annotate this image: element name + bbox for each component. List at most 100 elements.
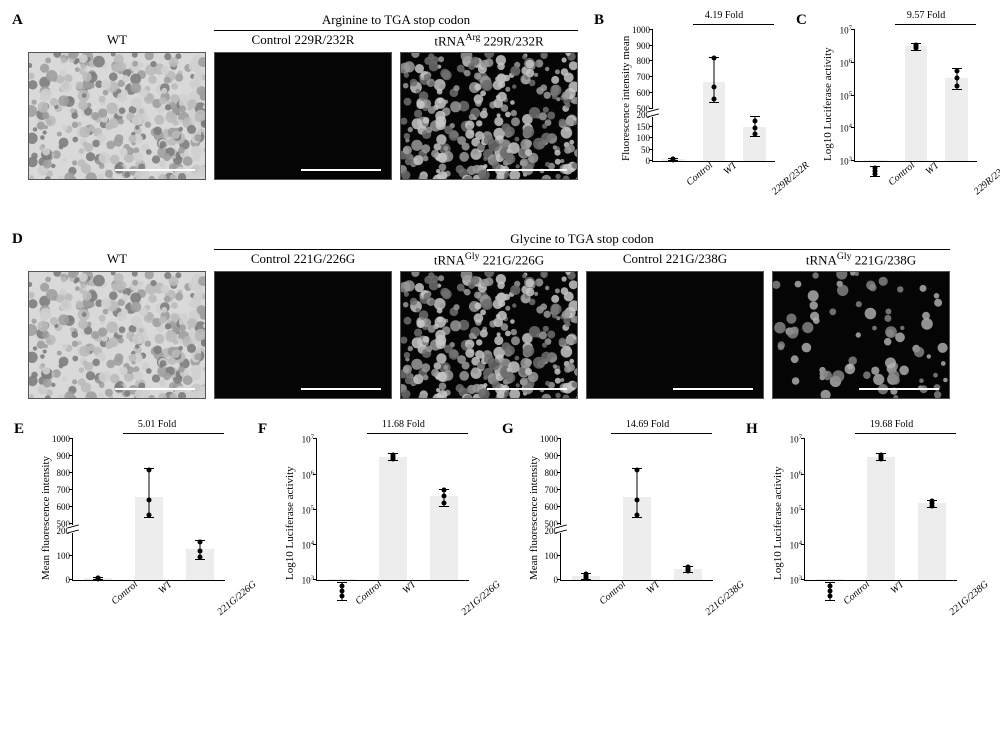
panel-C: C 103104105106107ControlWT229R/232R9.57 …	[796, 12, 982, 209]
y-tick: 103	[790, 575, 805, 586]
bar-chart: 103104105106107ControlWT229R/232R9.57 Fo…	[812, 12, 982, 209]
bar	[918, 503, 946, 580]
data-point	[954, 75, 959, 80]
y-tick: 107	[790, 434, 805, 445]
data-point	[96, 575, 101, 580]
x-label: Control	[685, 160, 716, 188]
y-tick: 50	[641, 145, 653, 155]
y-tick: 107	[840, 25, 855, 36]
data-point	[828, 588, 833, 593]
scale-bar	[487, 388, 567, 390]
fold-label: 5.01 Fold	[138, 419, 176, 430]
data-point	[954, 83, 959, 88]
y-tick: 600	[637, 88, 654, 98]
micrograph	[28, 271, 206, 399]
data-point	[584, 571, 589, 576]
y-tick: 0	[646, 156, 654, 166]
y-tick: 100	[637, 133, 654, 143]
panel-letter-C: C	[796, 12, 812, 209]
data-point	[340, 594, 345, 599]
micrograph-label: WT	[28, 251, 206, 271]
y-tick: 900	[637, 41, 654, 51]
micrograph	[772, 271, 950, 399]
data-point	[712, 84, 717, 89]
data-point	[441, 488, 446, 493]
x-label: WT	[889, 579, 907, 596]
y-axis-label: Log10 Luciferase activity	[822, 47, 834, 161]
y-tick: 600	[545, 502, 562, 512]
scale-bar	[115, 169, 195, 171]
group-title: Arginine to TGA stop codon	[214, 12, 578, 30]
y-axis-label: Log10 Luciferase activity	[284, 467, 296, 581]
y-tick: 103	[302, 575, 317, 586]
y-tick: 700	[545, 485, 562, 495]
x-label: Control	[887, 160, 918, 188]
data-point	[752, 118, 757, 123]
bar-chart: 0501001502005006007008009001000ControlWT…	[610, 12, 780, 209]
micrograph-label: tRNAArg 229R/232R	[400, 32, 578, 52]
fold-label: 14.69 Fold	[626, 419, 669, 430]
data-point	[197, 554, 202, 559]
y-tick: 600	[57, 502, 74, 512]
bar	[430, 496, 458, 581]
x-label: 229R/232R	[972, 160, 1000, 197]
data-point	[391, 453, 396, 458]
fold-label: 11.68 Fold	[382, 419, 425, 430]
y-tick: 106	[790, 469, 805, 480]
x-label: Control	[110, 579, 141, 607]
y-tick: 105	[840, 90, 855, 101]
y-tick: 105	[790, 504, 805, 515]
panel-letter-G: G	[502, 421, 518, 628]
x-label: Control	[842, 579, 873, 607]
data-point	[752, 125, 757, 130]
panel-G: G 01002005006007008009001000ControlWT221…	[502, 421, 718, 628]
bar-chart: 01002005006007008009001000ControlWT221G/…	[518, 421, 718, 628]
y-tick: 150	[637, 122, 654, 132]
data-point	[752, 131, 757, 136]
y-tick: 104	[302, 540, 317, 551]
data-point	[197, 540, 202, 545]
micrograph	[214, 271, 392, 399]
micrograph-label: WT	[28, 32, 206, 52]
data-point	[873, 165, 878, 170]
panel-A: A Arginine to TGA stop codonWTControl 22…	[12, 12, 578, 180]
data-point	[685, 565, 690, 570]
data-point	[879, 453, 884, 458]
y-tick: 0	[554, 575, 562, 585]
data-point	[147, 467, 152, 472]
data-point	[340, 588, 345, 593]
y-tick: 104	[840, 123, 855, 134]
panel-D: D Glycine to TGA stop codonWTControl 221…	[12, 231, 950, 399]
y-tick: 103	[840, 156, 855, 167]
x-label: 221G/226G	[459, 579, 502, 618]
x-label: WT	[924, 160, 942, 177]
micrograph-label: Control 221G/226G	[214, 251, 392, 271]
bar	[379, 457, 407, 580]
micrograph	[400, 52, 578, 180]
scale-bar	[859, 388, 939, 390]
data-point	[197, 548, 202, 553]
bar	[864, 160, 886, 161]
x-label: WT	[645, 579, 663, 596]
bar-chart: 01002005006007008009001000ControlWT221G/…	[30, 421, 230, 628]
y-tick: 107	[302, 434, 317, 445]
bar	[945, 78, 967, 162]
micrograph	[400, 271, 578, 399]
y-tick: 1000	[52, 434, 73, 444]
data-point	[635, 512, 640, 517]
data-point	[441, 493, 446, 498]
y-tick: 1000	[540, 434, 561, 444]
bar	[328, 579, 356, 580]
panel-E: E 01002005006007008009001000ControlWT221…	[14, 421, 230, 628]
y-tick: 100	[545, 551, 562, 561]
y-tick: 106	[302, 469, 317, 480]
fold-label: 9.57 Fold	[907, 10, 945, 21]
bar	[867, 457, 895, 580]
y-tick: 700	[637, 72, 654, 82]
panel-F: F 103104105106107ControlWT221G/226G11.68…	[258, 421, 474, 628]
fold-label: 19.68 Fold	[870, 419, 913, 430]
fold-label: 4.19 Fold	[705, 10, 743, 21]
x-label: 221G/238G	[947, 579, 990, 618]
y-tick: 900	[545, 451, 562, 461]
data-point	[929, 499, 934, 504]
